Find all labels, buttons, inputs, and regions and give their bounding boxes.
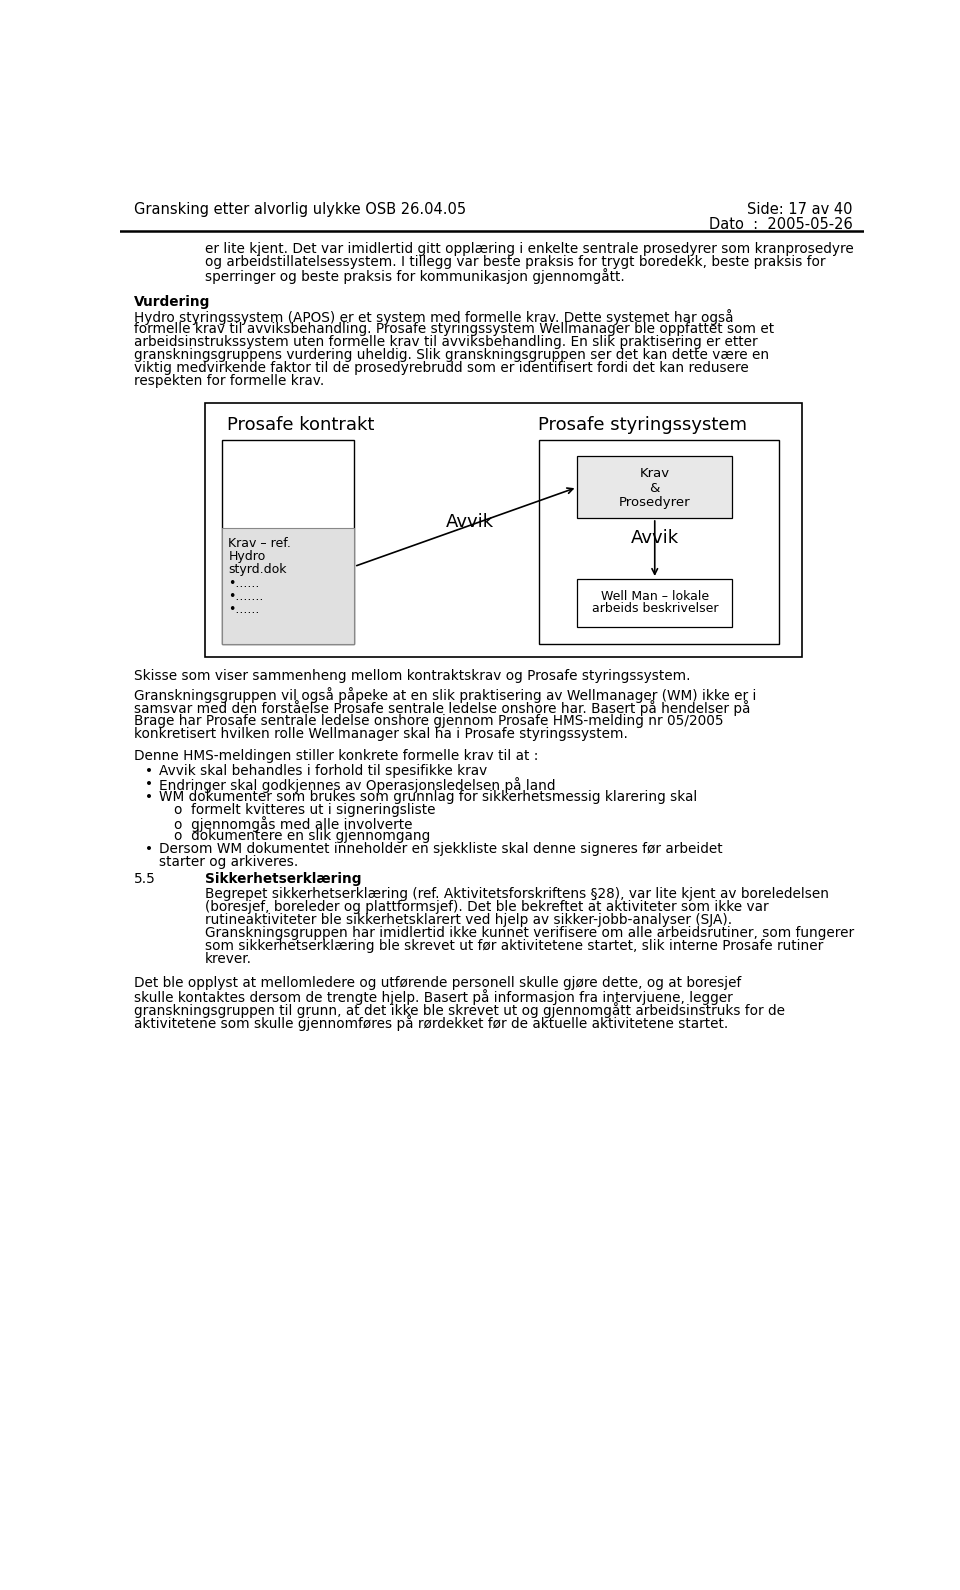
Text: konkretisert hvilken rolle Wellmanager skal ha i Prosafe styringssystem.: konkretisert hvilken rolle Wellmanager s…	[134, 727, 628, 741]
Text: Avvik skal behandles i forhold til spesifikke krav: Avvik skal behandles i forhold til spesi…	[158, 763, 487, 778]
Text: •......: •......	[228, 577, 260, 590]
Text: krever.: krever.	[205, 952, 252, 967]
Text: •.......: •.......	[228, 590, 264, 603]
Text: o  gjennomgås med alle involverte: o gjennomgås med alle involverte	[175, 816, 413, 832]
Text: samsvar med den forståelse Prosafe sentrale ledelse onshore har. Basert på hende: samsvar med den forståelse Prosafe sentr…	[134, 701, 751, 717]
Text: Prosafe kontrakt: Prosafe kontrakt	[227, 417, 374, 434]
Bar	[205, 402, 802, 657]
Text: o  formelt kvitteres ut i signeringsliste: o formelt kvitteres ut i signeringsliste	[175, 803, 436, 817]
Text: Granskningsgruppen vil også påpeke at en slik praktisering av Wellmanager (WM) i: Granskningsgruppen vil også påpeke at en…	[134, 687, 756, 703]
Text: Hydro styringssystem (APOS) er et system med formelle krav. Dette systemet har o: Hydro styringssystem (APOS) er et system…	[134, 308, 733, 324]
Text: starter og arkiveres.: starter og arkiveres.	[158, 855, 298, 870]
Text: skulle kontaktes dersom de trengte hjelp. Basert på informasjon fra intervjuene,: skulle kontaktes dersom de trengte hjelp…	[134, 989, 732, 1005]
Text: Begrepet sikkerhetserklæring (ref. Aktivitetsforskriftens §28), var lite kjent a: Begrepet sikkerhetserklæring (ref. Aktiv…	[205, 887, 829, 902]
Text: WM dokumenter som brukes som grunnlag for sikkerhetsmessig klarering skal: WM dokumenter som brukes som grunnlag fo…	[158, 790, 697, 805]
Text: 5.5: 5.5	[134, 873, 156, 886]
Text: arbeids beskrivelser: arbeids beskrivelser	[591, 603, 718, 615]
Text: o  dokumentere en slik gjennomgang: o dokumentere en slik gjennomgang	[175, 828, 430, 843]
Text: viktig medvirkende faktor til de prosedyrebrudd som er identifisert fordi det ka: viktig medvirkende faktor til de prosedy…	[134, 361, 749, 375]
Text: •: •	[145, 843, 153, 857]
Text: respekten for formelle krav.: respekten for formelle krav.	[134, 374, 324, 388]
Text: &: &	[650, 482, 660, 494]
Text: Endringer skal godkjennes av Operasjonsledelsen på land: Endringer skal godkjennes av Operasjonsl…	[158, 778, 555, 793]
Text: Dersom WM dokumentet inneholder en sjekkliste skal denne signeres før arbeidet: Dersom WM dokumentet inneholder en sjekk…	[158, 843, 722, 857]
Text: arbeidsinstrukssystem uten formelle krav til avviksbehandling. En slik praktiser: arbeidsinstrukssystem uten formelle krav…	[134, 335, 757, 348]
Text: Brage har Prosafe sentrale ledelse onshore gjennom Prosafe HMS-melding nr 05/200: Brage har Prosafe sentrale ledelse onsho…	[134, 714, 724, 728]
Text: Avvik: Avvik	[631, 529, 679, 547]
Text: og arbeidstillatelsessystem. I tillegg var beste praksis for trygt boredekk, bes: og arbeidstillatelsessystem. I tillegg v…	[205, 254, 826, 269]
Bar	[577, 456, 732, 518]
Text: •: •	[145, 763, 153, 778]
Text: Well Man – lokale: Well Man – lokale	[601, 590, 708, 603]
Text: Sikkerhetserklæring: Sikkerhetserklæring	[205, 873, 362, 886]
Bar	[223, 439, 354, 644]
Text: sperringer og beste praksis for kommunikasjon gjennomgått.: sperringer og beste praksis for kommunik…	[205, 267, 625, 283]
Bar	[577, 579, 732, 626]
Text: som sikkerhetserklæring ble skrevet ut før aktivitetene startet, slik interne Pr: som sikkerhetserklæring ble skrevet ut f…	[205, 940, 824, 954]
Text: Vurdering: Vurdering	[134, 294, 210, 308]
Text: •: •	[145, 790, 153, 805]
Text: Dato  :  2005-05-26: Dato : 2005-05-26	[708, 216, 852, 232]
Text: Gransking etter alvorlig ulykke OSB 26.04.05: Gransking etter alvorlig ulykke OSB 26.0…	[134, 202, 466, 216]
Text: Denne HMS-meldingen stiller konkrete formelle krav til at :: Denne HMS-meldingen stiller konkrete for…	[134, 749, 539, 763]
Text: aktivitetene som skulle gjennomføres på rørdekket før de aktuelle aktivitetene s: aktivitetene som skulle gjennomføres på …	[134, 1016, 729, 1032]
Text: (boresjef, boreleder og plattformsjef). Det ble bekreftet at aktiviteter som ikk: (boresjef, boreleder og plattformsjef). …	[205, 900, 769, 914]
Text: rutineaktiviteter ble sikkerhetsklarert ved hjelp av sikker-jobb-analyser (SJA).: rutineaktiviteter ble sikkerhetsklarert …	[205, 913, 732, 927]
Text: Skisse som viser sammenheng mellom kontraktskrav og Prosafe styringssystem.: Skisse som viser sammenheng mellom kontr…	[134, 669, 690, 684]
Text: Hydro: Hydro	[228, 550, 266, 563]
Text: •......: •......	[228, 603, 260, 615]
Bar	[539, 439, 779, 644]
Text: granskningsgruppen til grunn, at det ikke ble skrevet ut og gjennomgått arbeidsi: granskningsgruppen til grunn, at det ikk…	[134, 1002, 785, 1018]
Text: granskningsgruppens vurdering uheldig. Slik granskningsgruppen ser det kan dette: granskningsgruppens vurdering uheldig. S…	[134, 348, 769, 363]
Text: Det ble opplyst at mellomledere og utførende personell skulle gjøre dette, og at: Det ble opplyst at mellomledere og utfør…	[134, 976, 741, 991]
Text: Prosafe styringssystem: Prosafe styringssystem	[539, 417, 748, 434]
Text: styrd.dok: styrd.dok	[228, 563, 287, 577]
Text: formelle krav til avviksbehandling. Prosafe styringssystem Wellmanager ble oppfa: formelle krav til avviksbehandling. Pros…	[134, 321, 774, 335]
Text: er lite kjent. Det var imidlertid gitt opplæring i enkelte sentrale prosedyrer s: er lite kjent. Det var imidlertid gitt o…	[205, 242, 854, 256]
Text: Krav: Krav	[639, 467, 670, 480]
Text: •: •	[145, 778, 153, 790]
Text: Krav – ref.: Krav – ref.	[228, 537, 292, 550]
Text: Avvik: Avvik	[446, 512, 494, 531]
Text: Prosedyrer: Prosedyrer	[619, 496, 690, 509]
Text: Side: 17 av 40: Side: 17 av 40	[747, 202, 852, 216]
Text: Granskningsgruppen har imidlertid ikke kunnet verifisere om alle arbeidsrutiner,: Granskningsgruppen har imidlertid ikke k…	[205, 925, 854, 940]
Bar	[223, 528, 354, 644]
